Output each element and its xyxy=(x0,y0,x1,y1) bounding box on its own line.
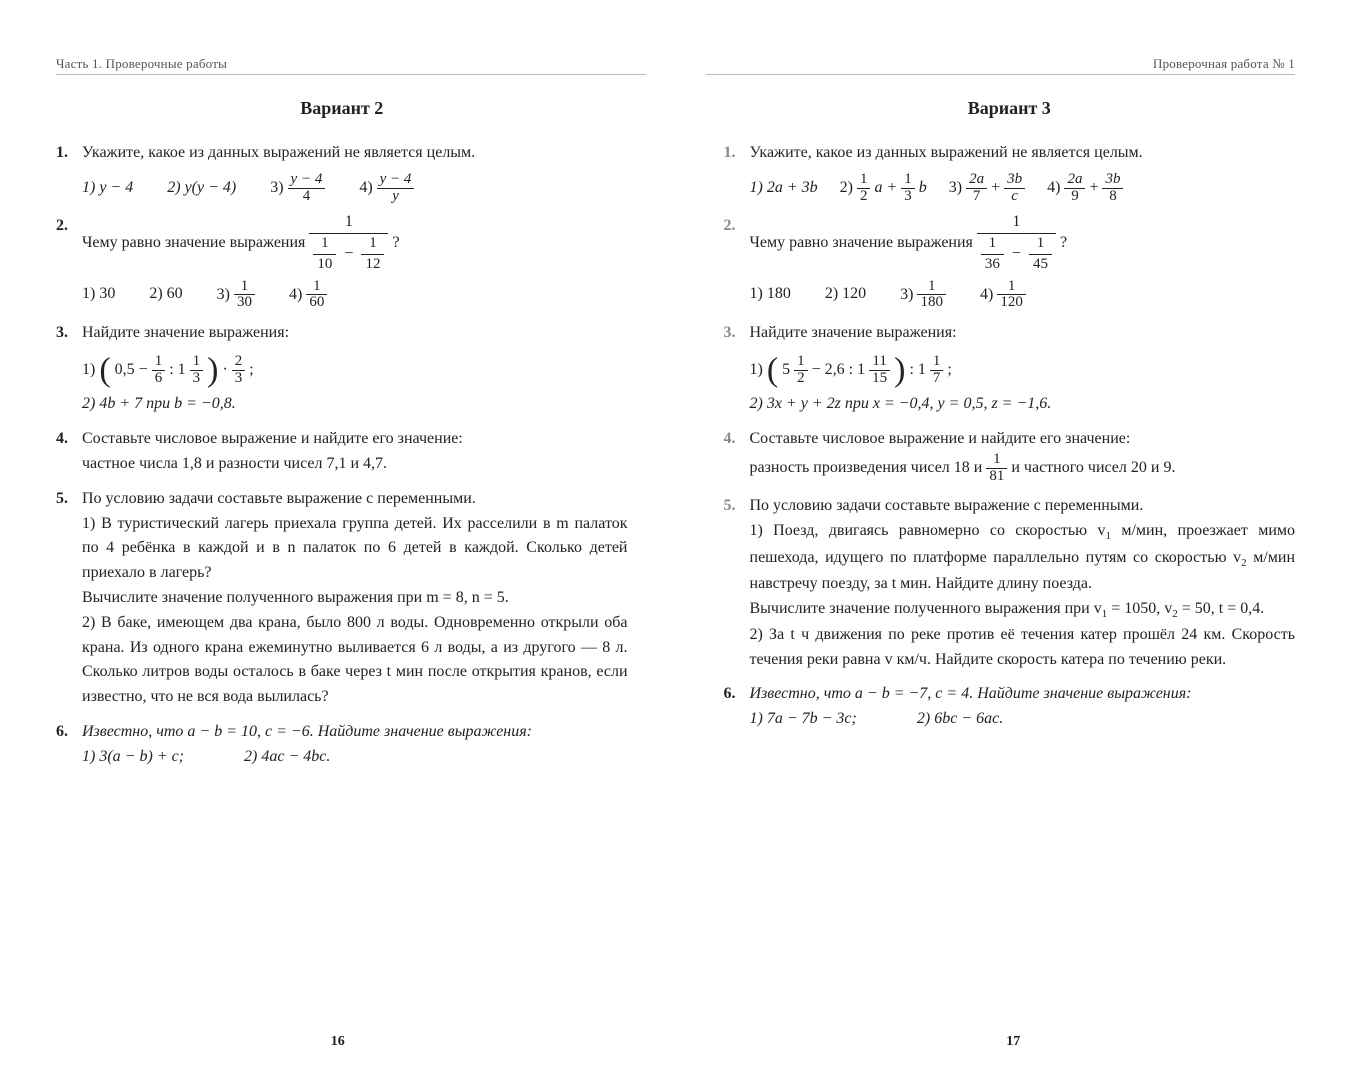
option: 1) 2a + 3b xyxy=(750,176,818,201)
subitem: Вычислите значение полученного выражения… xyxy=(750,597,1296,623)
header-rule-right xyxy=(706,74,1296,75)
right-page: Проверочная работа № 1 Вариант 3 1. Укаж… xyxy=(676,0,1351,1080)
problem-4-right: 4. Составьте числовое выражение и найдит… xyxy=(724,427,1296,484)
problem-text: Чему равно значение выражения xyxy=(750,234,977,251)
subitem: разность произведения чисел 18 и 181 и ч… xyxy=(750,452,1296,485)
problem-text: Составьте числовое выражение и найдите е… xyxy=(750,430,1131,447)
problem-number: 6. xyxy=(56,720,82,770)
problem-text: Известно, что a − b = 10, c = −6. Найдит… xyxy=(82,723,532,740)
option: 2) 4ac − 4bc. xyxy=(244,745,330,770)
variant-title-right: Вариант 3 xyxy=(724,98,1296,119)
option: 2) 120 xyxy=(825,282,866,307)
problems-right: 1. Укажите, какое из данных выражений не… xyxy=(724,141,1296,732)
problem-text: Составьте числовое выражение и найдите е… xyxy=(82,430,463,447)
problem-4-left: 4. Составьте числовое выражение и найдит… xyxy=(56,427,628,477)
subitem: 1) ( 0,5 − 16 : 1 13 ) · 23 ; xyxy=(82,354,628,387)
option: 4) 2a9 + 3b8 xyxy=(1047,172,1123,205)
page-number-left: 16 xyxy=(331,1034,345,1050)
option: 1) 7a − 7b − 3c; xyxy=(750,707,857,732)
problem-5-right: 5. По условию задачи составьте выражение… xyxy=(724,494,1296,672)
option: 4) 1120 xyxy=(980,279,1026,312)
problem-1-right: 1. Укажите, какое из данных выражений не… xyxy=(724,141,1296,204)
subitem: 1) Поезд, двигаясь равномерно со скорост… xyxy=(750,519,1296,596)
problem-text: По условию задачи составьте выражение с … xyxy=(750,497,1144,514)
problem-number: 6. xyxy=(724,682,750,732)
option: 4) y − 4y xyxy=(359,172,414,205)
subitem: 2) В баке, имеющем два крана, было 800 л… xyxy=(82,611,628,710)
problem-3-right: 3. Найдите значение выражения: 1) ( 5 12… xyxy=(724,321,1296,417)
problem-text: Укажите, какое из данных выражений не яв… xyxy=(82,144,475,161)
problem-6-right: 6. Известно, что a − b = −7, c = 4. Найд… xyxy=(724,682,1296,732)
option: 3) y − 44 xyxy=(270,172,325,205)
page-number-right: 17 xyxy=(1006,1034,1020,1050)
subitem: 1) ( 5 12 − 2,6 : 1 1115 ) : 1 17 ; xyxy=(750,354,1296,387)
options: 1) 180 2) 120 3) 1180 4) 1120 xyxy=(750,279,1296,312)
problem-number: 4. xyxy=(56,427,82,477)
variant-title-left: Вариант 2 xyxy=(56,98,628,119)
problem-2-left: 2. Чему равно значение выражения 1 110 −… xyxy=(56,214,628,311)
running-head-left: Часть 1. Проверочные работы xyxy=(56,56,227,72)
page-spread: Часть 1. Проверочные работы Вариант 2 1.… xyxy=(0,0,1351,1080)
option: 1) y − 4 xyxy=(82,176,133,201)
option: 1) 3(a − b) + c; xyxy=(82,745,184,770)
options: 1) 3(a − b) + c; 2) 4ac − 4bc. xyxy=(82,745,628,770)
expression: 1 110 − 112 xyxy=(309,214,388,272)
subitem: 2) 3x + y + 2z при x = −0,4, y = 0,5, z … xyxy=(750,392,1296,417)
problem-number: 1. xyxy=(724,141,750,204)
problem-text: Найдите значение выражения: xyxy=(750,324,957,341)
option: 3) 130 xyxy=(217,279,255,312)
options: 1) 7a − 7b − 3c; 2) 6bc − 6ac. xyxy=(750,707,1296,732)
subitem: частное числа 1,8 и разности чисел 7,1 и… xyxy=(82,452,628,477)
option: 2) 12 a + 13 b xyxy=(840,172,927,205)
problem-number: 5. xyxy=(56,487,82,710)
problems-left: 1. Укажите, какое из данных выражений не… xyxy=(56,141,628,770)
problem-6-left: 6. Известно, что a − b = 10, c = −6. Най… xyxy=(56,720,628,770)
subitem: 1) В туристический лагерь приехала групп… xyxy=(82,512,628,586)
expression: 1 136 − 145 xyxy=(977,214,1056,272)
problem-number: 1. xyxy=(56,141,82,204)
running-head-right: Проверочная работа № 1 xyxy=(1153,56,1295,72)
problem-5-left: 5. По условию задачи составьте выражение… xyxy=(56,487,628,710)
problem-number: 3. xyxy=(56,321,82,417)
option: 1) 180 xyxy=(750,282,791,307)
header-rule-left xyxy=(56,74,646,75)
problem-number: 3. xyxy=(724,321,750,417)
subitem: 2) 4b + 7 при b = −0,8. xyxy=(82,392,628,417)
problem-number: 4. xyxy=(724,427,750,484)
options: 1) 30 2) 60 3) 130 4) 160 xyxy=(82,279,628,312)
option: 2) y(y − 4) xyxy=(167,176,236,201)
option: 1) 30 xyxy=(82,282,115,307)
problem-text: По условию задачи составьте выражение с … xyxy=(82,490,476,507)
left-page: Часть 1. Проверочные работы Вариант 2 1.… xyxy=(0,0,676,1080)
problem-number: 5. xyxy=(724,494,750,672)
option: 2) 60 xyxy=(149,282,182,307)
problem-text: Укажите, какое из данных выражений не яв… xyxy=(750,144,1143,161)
option: 3) 2a7 + 3bc xyxy=(949,172,1025,205)
problem-1-left: 1. Укажите, какое из данных выражений не… xyxy=(56,141,628,204)
problem-text: Чему равно значение выражения xyxy=(82,234,309,251)
subitem: Вычислите значение полученного выражения… xyxy=(82,586,628,611)
subitem: 2) За t ч движения по реке против её теч… xyxy=(750,623,1296,673)
problem-3-left: 3. Найдите значение выражения: 1) ( 0,5 … xyxy=(56,321,628,417)
option: 4) 160 xyxy=(289,279,327,312)
option: 3) 1180 xyxy=(900,279,946,312)
problem-text: Известно, что a − b = −7, c = 4. Найдите… xyxy=(750,685,1192,702)
problem-number: 2. xyxy=(724,214,750,311)
problem-number: 2. xyxy=(56,214,82,311)
options: 1) 2a + 3b 2) 12 a + 13 b 3) 2a7 + xyxy=(750,172,1296,205)
options: 1) y − 4 2) y(y − 4) 3) y − 44 4) y − 4y xyxy=(82,172,628,205)
problem-text: Найдите значение выражения: xyxy=(82,324,289,341)
problem-2-right: 2. Чему равно значение выражения 1 136 −… xyxy=(724,214,1296,311)
option: 2) 6bc − 6ac. xyxy=(917,707,1003,732)
